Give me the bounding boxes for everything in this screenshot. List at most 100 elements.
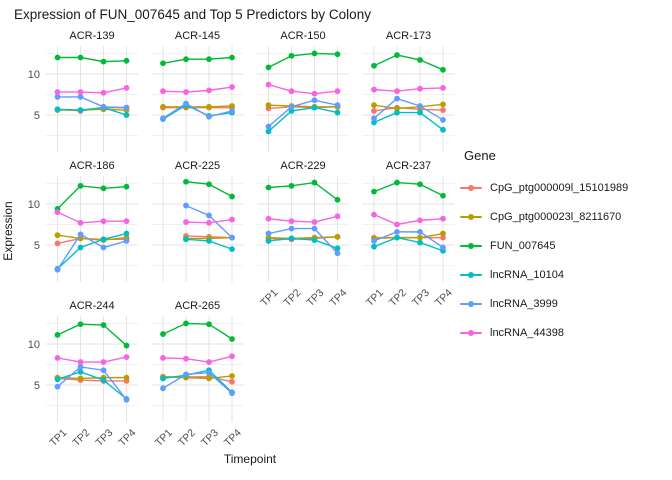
data-point-lncRNA_3999: [394, 228, 400, 235]
data-point-lncRNA_3999: [206, 113, 212, 120]
series-line-lncRNA_10104: [162, 369, 233, 393]
series-line-CpG_ptg000023l_8211670: [268, 236, 338, 240]
series-line-lncRNA_10104: [57, 232, 127, 270]
series-line-FUN_007645: [268, 52, 338, 68]
data-point-FUN_007645: [183, 178, 189, 185]
series-line-FUN_007645: [57, 56, 127, 63]
data-point-FUN_007645: [206, 181, 212, 188]
x-tick-label: TP3: [304, 287, 326, 309]
data-point-FUN_007645: [54, 331, 61, 338]
x-tick-label: TP2: [281, 287, 303, 309]
x-tick-label: TP2: [176, 427, 198, 449]
data-point-FUN_007645: [77, 321, 84, 328]
data-point-lncRNA_10104: [265, 238, 272, 244]
data-point-lncRNA_3999: [334, 250, 341, 257]
data-point-FUN_007645: [334, 196, 341, 203]
data-point-lncRNA_3999: [265, 230, 272, 237]
data-point-lncRNA_44398: [77, 89, 84, 95]
data-point-lncRNA_44398: [54, 89, 61, 95]
data-point-lncRNA_44398: [394, 221, 400, 228]
data-point-lncRNA_3999: [206, 212, 212, 219]
x-axis-title: Timepoint: [223, 452, 277, 466]
data-point-FUN_007645: [100, 58, 107, 65]
data-point-CpG_ptg000023l_8211670: [229, 103, 235, 109]
legend-label: lncRNA_10104: [490, 268, 564, 281]
series-line-lncRNA_3999: [268, 99, 338, 128]
data-point-lncRNA_44398: [371, 86, 377, 93]
x-tick-label: TP3: [410, 287, 432, 309]
data-point-lncRNA_3999: [440, 244, 446, 251]
data-point-CpG_ptg000023l_8211670: [440, 101, 446, 108]
x-tick-label: TP4: [433, 287, 455, 309]
data-point-lncRNA_3999: [123, 104, 130, 111]
series-line-lncRNA_44398: [268, 215, 338, 223]
data-point-lncRNA_44398: [440, 85, 446, 91]
data-point-lncRNA_44398: [288, 218, 295, 225]
data-point-FUN_007645: [371, 62, 377, 69]
legend-key-icon: [460, 296, 482, 312]
data-point-lncRNA_3999: [54, 94, 61, 100]
legend: Gene CpG_ptg000009l_15101989 CpG_ptg00002…: [460, 148, 628, 347]
data-point-lncRNA_10104: [100, 377, 107, 383]
y-tick-label: 5: [34, 380, 40, 392]
data-point-lncRNA_10104: [394, 234, 400, 241]
data-point-lncRNA_3999: [54, 266, 61, 273]
data-point-lncRNA_44398: [334, 88, 341, 95]
data-point-lncRNA_3999: [311, 225, 318, 232]
data-point-lncRNA_44398: [229, 216, 235, 223]
data-point-lncRNA_3999: [183, 371, 189, 378]
y-tick-label: 10: [28, 69, 40, 81]
legend-key-icon: [460, 180, 482, 196]
data-point-FUN_007645: [100, 185, 107, 192]
data-point-CpG_ptg000023l_8211670: [123, 374, 130, 381]
facet-ACR-225: ACR-225: [151, 160, 244, 282]
legend-item-CpG_ptg000009l_15101989: CpG_ptg000009l_15101989: [460, 173, 628, 202]
data-point-FUN_007645: [334, 51, 341, 58]
series-line-lncRNA_10104: [268, 106, 338, 132]
x-tick-label: TP3: [93, 427, 115, 449]
series-line-lncRNA_44398: [162, 355, 233, 363]
data-point-lncRNA_44398: [265, 215, 272, 222]
legend-items: CpG_ptg000009l_15101989 CpG_ptg000023l_82…: [460, 173, 628, 347]
facet-ACR-244: ACR-244 5 10 TP1 TP2 TP3 TP4: [28, 300, 139, 449]
data-point-lncRNA_10104: [417, 239, 423, 246]
data-point-lncRNA_10104: [160, 375, 166, 382]
data-point-lncRNA_10104: [394, 109, 400, 116]
data-point-lncRNA_44398: [123, 218, 130, 225]
data-point-FUN_007645: [183, 56, 189, 63]
data-point-FUN_007645: [265, 64, 272, 71]
data-point-lncRNA_44398: [77, 219, 84, 226]
legend-label: lncRNA_44398: [490, 326, 564, 339]
data-point-CpG_ptg000023l_8211670: [206, 375, 212, 382]
data-point-lncRNA_44398: [100, 89, 107, 96]
data-point-lncRNA_10104: [123, 230, 130, 237]
series-line-CpG_ptg000023l_8211670: [268, 104, 338, 108]
legend-label: FUN_007645: [490, 239, 556, 252]
data-point-lncRNA_3999: [206, 369, 212, 376]
data-point-lncRNA_10104: [417, 109, 423, 116]
data-point-lncRNA_10104: [311, 237, 318, 243]
series-line-FUN_007645: [57, 323, 127, 347]
data-point-CpG_ptg000023l_8211670: [77, 375, 84, 382]
data-point-lncRNA_3999: [77, 364, 84, 370]
data-point-FUN_007645: [160, 331, 166, 337]
data-point-lncRNA_3999: [229, 234, 235, 241]
series-line-lncRNA_3999: [162, 102, 233, 119]
series-line-lncRNA_3999: [373, 231, 444, 249]
facet-ACR-237: ACR-237 TP1 TP2 TP3 TP4: [362, 160, 455, 309]
series-line-lncRNA_44398: [57, 211, 127, 224]
facet-ACR-186: ACR-186 5 10: [28, 160, 138, 282]
series-line-lncRNA_3999: [57, 96, 127, 109]
data-point-FUN_007645: [417, 57, 423, 63]
series-line-lncRNA_10104: [268, 237, 338, 249]
y-tick-label: 10: [28, 199, 40, 211]
data-point-CpG_ptg000023l_8211670: [160, 103, 166, 110]
series-line-lncRNA_44398: [57, 87, 127, 94]
data-point-FUN_007645: [229, 54, 235, 61]
chart-title: Expression of FUN_007645 and Top 5 Predi…: [14, 7, 371, 22]
legend-item-lncRNA_10104: lncRNA_10104: [460, 260, 628, 289]
data-point-CpG_ptg000023l_8211670: [334, 233, 341, 240]
legend-label: CpG_ptg000009l_15101989: [490, 181, 629, 194]
series-line-CpG_ptg000009l_15101989: [57, 377, 127, 382]
